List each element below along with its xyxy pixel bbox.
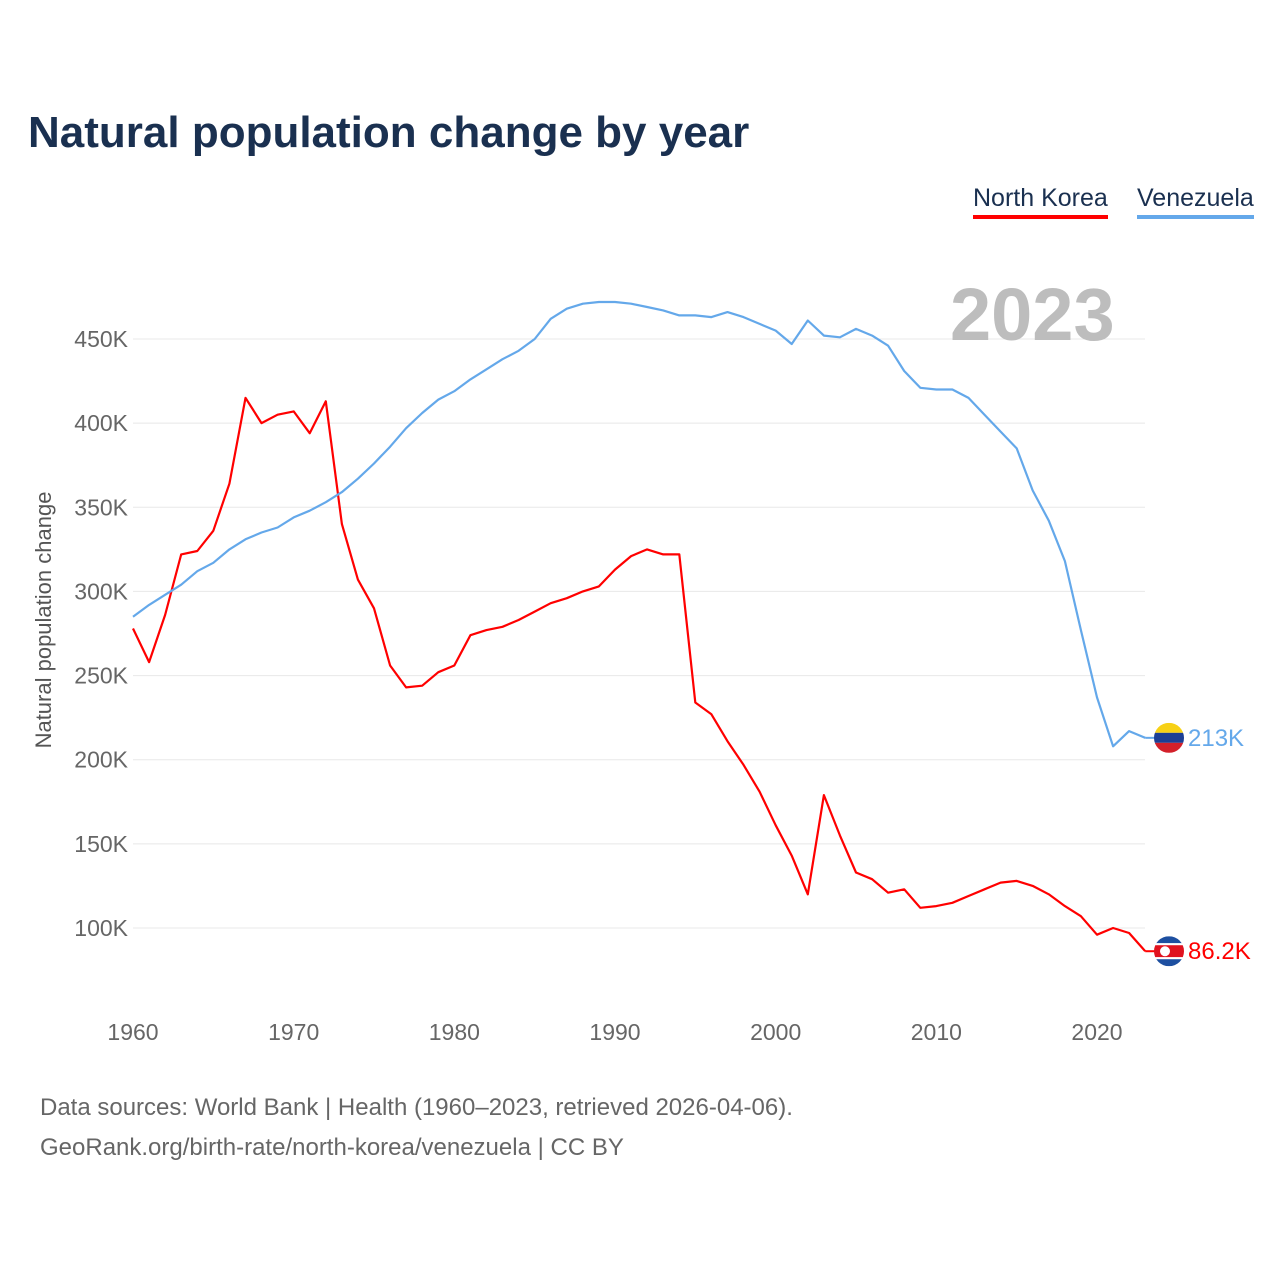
venezuela-flag-icon <box>1154 722 1184 753</box>
y-tick-label: 350K <box>74 494 128 520</box>
y-tick-label: 150K <box>74 831 128 857</box>
x-tick-label: 2010 <box>911 1019 962 1045</box>
year-label: 2023 <box>950 273 1115 356</box>
source-line-1: Data sources: World Bank | Health (1960–… <box>40 1094 793 1121</box>
x-tick-label: 2000 <box>750 1019 801 1045</box>
x-tick-label: 2020 <box>1071 1019 1122 1045</box>
y-tick-label: 300K <box>74 578 128 604</box>
x-tick-label: 1960 <box>107 1019 158 1045</box>
chart-title: Natural population change by year <box>28 108 750 157</box>
x-tick-label: 1970 <box>268 1019 319 1045</box>
source-line-2[interactable]: GeoRank.org/birth-rate/north-korea/venez… <box>40 1134 624 1161</box>
x-tick-label: 1980 <box>429 1019 480 1045</box>
x-tick-label: 1990 <box>589 1019 640 1045</box>
end-value-label: 86.2K <box>1188 938 1251 965</box>
source-note: Data sources: World Bank | Health (1960–… <box>40 1088 793 1168</box>
legend-venezuela[interactable]: Venezuela <box>1137 184 1254 219</box>
north-korea-flag-icon <box>1154 936 1184 967</box>
y-tick-label: 200K <box>74 747 128 773</box>
series-line-north-korea <box>132 396 1147 952</box>
y-tick-label: 100K <box>74 915 128 941</box>
series-line-venezuela <box>132 300 1146 748</box>
y-axis-label: Natural population change <box>31 491 56 749</box>
end-value-label: 213K <box>1188 725 1244 752</box>
y-tick-label: 400K <box>74 410 128 436</box>
y-tick-label: 450K <box>74 326 128 352</box>
y-tick-label: 250K <box>74 663 128 689</box>
legend-north-korea[interactable]: North Korea <box>973 184 1108 219</box>
